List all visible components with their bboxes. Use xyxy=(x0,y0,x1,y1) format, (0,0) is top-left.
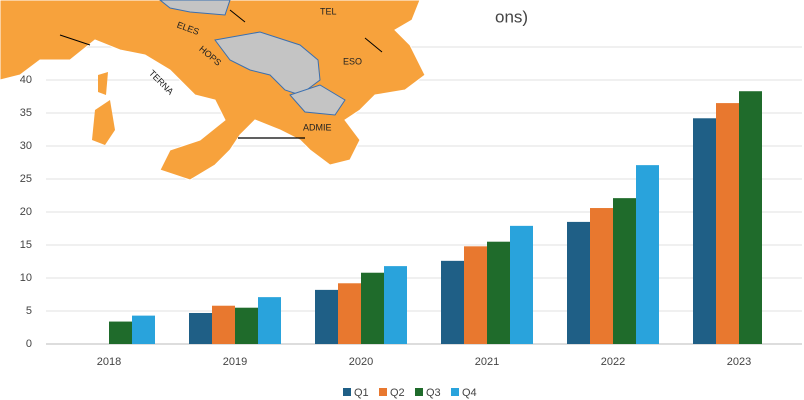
bar xyxy=(590,208,613,344)
x-tick-label: 2023 xyxy=(727,356,751,368)
map-arrow xyxy=(229,9,246,23)
y-tick-label: 0 xyxy=(26,338,32,350)
bar xyxy=(189,312,212,344)
bar xyxy=(487,241,510,344)
x-tick-label: 2021 xyxy=(475,356,499,368)
y-tick-label: 15 xyxy=(20,239,32,251)
y-tick-label: 40 xyxy=(20,74,32,86)
map-label: TEL xyxy=(320,6,337,16)
x-tick-label: 2022 xyxy=(601,356,625,368)
bar xyxy=(212,305,235,344)
y-tick-label: 10 xyxy=(20,272,32,284)
map-grey-3 xyxy=(159,0,231,16)
legend-label: Q3 xyxy=(426,387,441,399)
map-label: TERNA xyxy=(147,68,176,97)
x-tick-label: 2019 xyxy=(223,356,247,368)
bar xyxy=(109,321,132,344)
x-tick-label: 2020 xyxy=(349,356,373,368)
legend-label: Q4 xyxy=(462,387,477,399)
y-tick-label: 25 xyxy=(20,173,32,185)
legend-label: Q1 xyxy=(354,387,369,399)
map-arrow xyxy=(364,37,383,53)
bar xyxy=(132,315,155,344)
legend-swatch xyxy=(415,388,423,396)
y-tick-label: 35 xyxy=(20,107,32,119)
map-land xyxy=(0,0,426,181)
bar xyxy=(315,289,338,344)
bar xyxy=(464,246,487,344)
bar xyxy=(258,297,281,344)
bar xyxy=(235,307,258,344)
chart-title: ons) xyxy=(495,7,528,26)
bar xyxy=(361,272,384,344)
y-tick-label: 30 xyxy=(20,140,32,152)
bar xyxy=(739,91,762,344)
legend-swatch xyxy=(343,388,351,396)
map-overlay: TERNA HOPS ELES TEL ESO ADMIE xyxy=(0,0,426,181)
legend-swatch xyxy=(451,388,459,396)
bar xyxy=(693,118,716,344)
map-arrow xyxy=(59,34,91,46)
legend-label: Q2 xyxy=(390,387,405,399)
bar xyxy=(567,221,590,344)
map-label: ESO xyxy=(343,56,362,66)
bar xyxy=(716,103,739,344)
map-label: ADMIE xyxy=(303,122,332,132)
map-corsica xyxy=(98,72,108,95)
x-tick-label: 2018 xyxy=(97,356,121,368)
map-sardinia xyxy=(92,100,115,145)
bar xyxy=(384,266,407,344)
y-tick-label: 5 xyxy=(26,305,32,317)
bar xyxy=(613,198,636,344)
bar xyxy=(338,283,361,344)
bar xyxy=(441,260,464,344)
bar xyxy=(510,225,533,344)
map-grey-2 xyxy=(289,84,346,116)
bar xyxy=(636,165,659,344)
plot: 0510152025303540452018201920202021202220… xyxy=(20,41,802,399)
y-tick-label: 20 xyxy=(20,206,32,218)
legend-swatch xyxy=(379,388,387,396)
